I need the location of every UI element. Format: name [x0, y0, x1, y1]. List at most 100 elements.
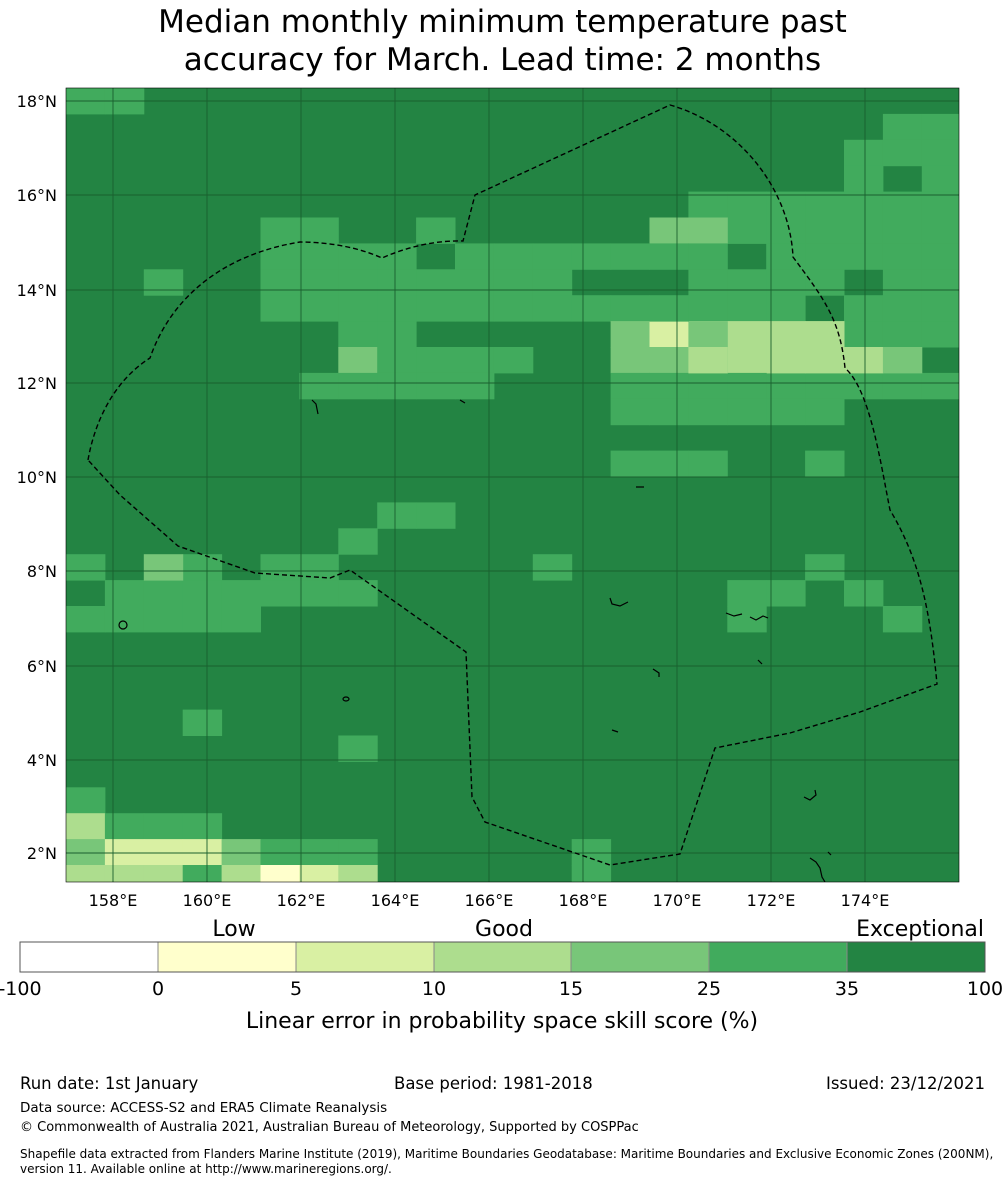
skill-cell: [727, 580, 767, 607]
skill-cell: [649, 321, 689, 348]
skill-cell: [921, 139, 959, 167]
skill-cell: [66, 865, 106, 882]
skill-cell: [649, 295, 689, 322]
skill-cell: [221, 865, 261, 882]
skill-cell: [377, 269, 417, 296]
eez-boundary: [87, 104, 938, 866]
colorbar-category-label: Low: [212, 917, 255, 942]
skill-cell: [649, 347, 689, 374]
skill-cell: [805, 191, 845, 218]
skill-cell: [66, 787, 106, 814]
skill-cell: [416, 347, 456, 374]
skill-cell: [104, 580, 145, 607]
skill-cell: [299, 372, 339, 400]
skill-cells: [66, 88, 1005, 882]
skill-cell: [182, 580, 223, 607]
skill-cell: [1000, 269, 1005, 295]
skill-cell: [299, 580, 339, 607]
latitude-labels: 18°N 16°N 14°N 12°N 10°N 8°N 6°N 4°N 2°N: [17, 92, 57, 863]
skill-cell: [610, 295, 650, 322]
skill-cell: [143, 813, 184, 840]
skill-cell: [66, 606, 106, 633]
skill-cell: [882, 243, 923, 270]
skill-cell: [416, 295, 456, 322]
skill-cell: [338, 839, 378, 866]
skill-cell: [805, 398, 845, 426]
skill-cell: [338, 580, 378, 607]
skill-cell: [766, 372, 806, 400]
skill-cell: [882, 347, 923, 374]
skill-cell: [532, 554, 573, 581]
skill-cell: [338, 735, 378, 762]
skill-cell: [844, 372, 884, 400]
issued-date: Issued: 23/12/2021: [825, 1074, 985, 1093]
skill-cell: [1000, 477, 1005, 503]
colorbar-swatch: [19, 941, 159, 973]
skill-cell: [377, 321, 417, 348]
skill-cell: [182, 865, 223, 882]
skill-cell: [766, 217, 806, 244]
skill-cell: [143, 839, 184, 866]
skill-cell: [260, 269, 300, 296]
skill-cell: [455, 243, 495, 270]
islands: [118, 399, 832, 882]
skill-cell: [649, 372, 689, 400]
colorbar: Low Good Exceptional -100 0 5 10 15 25 35 100 Lin…: [0, 917, 1003, 1034]
skill-cell: [688, 398, 728, 426]
skill-cell: [338, 372, 378, 400]
skill-cell: [104, 839, 145, 866]
longitude-tick-label: 166°E: [465, 891, 514, 910]
latitude-tick-label: 10°N: [17, 468, 57, 487]
skill-cell: [766, 295, 806, 322]
colorbar-swatch: [157, 941, 297, 973]
skill-cell: [416, 269, 456, 296]
skill-cell: [610, 372, 650, 400]
skill-cell: [844, 347, 884, 374]
skill-cell: [688, 243, 728, 270]
shapefile-credit-line-1: Shapefile data extracted from Flanders M…: [20, 1147, 994, 1161]
skill-cell: [688, 372, 728, 400]
skill-cell: [688, 321, 728, 348]
skill-cell: [766, 321, 806, 348]
skill-cell: [455, 269, 495, 296]
island: [611, 729, 619, 733]
skill-cell: [493, 243, 534, 270]
skill-cell: [377, 347, 417, 374]
skill-cell: [961, 192, 1000, 218]
island: [311, 399, 319, 415]
skill-cell: [882, 217, 923, 244]
skill-cell: [727, 191, 767, 218]
skill-cell: [766, 191, 806, 218]
skill-cell: [610, 243, 650, 270]
longitude-tick-label: 162°E: [277, 891, 326, 910]
longitude-tick-label: 170°E: [653, 891, 702, 910]
colorbar-outline: [19, 941, 986, 973]
skill-cell: [338, 295, 378, 322]
skill-cell: [961, 166, 1000, 192]
skill-cell: [182, 554, 223, 581]
skill-cell: [688, 295, 728, 322]
colorbar-tick-labels: -100 0 5 10 15 25 35 100: [0, 978, 1003, 1000]
skill-cell: [182, 813, 223, 840]
skill-cell: [961, 295, 1000, 321]
skill-cell: [299, 269, 339, 296]
skill-cell: [182, 839, 223, 866]
map-title-line-2: accuracy for March. Lead time: 2 months: [183, 42, 822, 78]
colorbar-tick-label: 5: [290, 978, 302, 1000]
skill-cell: [1000, 321, 1005, 347]
skill-cell: [844, 191, 884, 218]
latitude-tick-label: 4°N: [27, 751, 57, 770]
skill-cell: [882, 606, 923, 633]
skill-cell: [844, 139, 884, 167]
skill-cell: [455, 347, 495, 374]
skill-cell: [921, 217, 959, 244]
island: [827, 851, 832, 856]
skill-cell: [143, 580, 184, 607]
skill-cell: [493, 269, 534, 296]
colorbar-category-labels: Low Good Exceptional: [212, 917, 984, 942]
skill-cell: [1000, 192, 1005, 218]
skill-cell: [571, 839, 612, 866]
colorbar-swatch: [295, 941, 435, 973]
colorbar-category-label: Exceptional: [856, 917, 984, 942]
